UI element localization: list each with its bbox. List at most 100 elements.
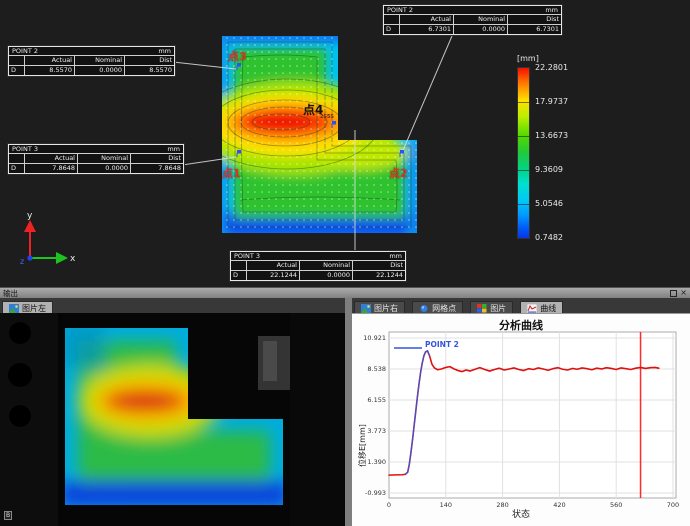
3d-viewport[interactable]: y x z 点3 点4 2555 点1 点2 POINT 2 mm Actual … [0, 0, 690, 287]
curve-icon [527, 303, 538, 314]
y-tick-label: 10.921 [363, 334, 386, 342]
tab-label: 图片右 [374, 304, 398, 313]
measure-table-point2-topleft[interactable]: POINT 2 mm Actual Nominal Dist D 8.5570 0… [8, 46, 175, 76]
table-name: POINT 2 [387, 6, 413, 14]
table-name: POINT 3 [234, 252, 260, 260]
col-actual: Actual [24, 154, 77, 164]
scale-tick: 22.2801 [535, 63, 569, 72]
point-tag-3: 点3 [228, 50, 247, 63]
chart-title: 分析曲线 [499, 319, 543, 332]
col-nominal: Nominal [77, 154, 130, 164]
table-unit: mm [167, 145, 180, 153]
y-tick-label: 3.773 [367, 427, 386, 435]
x-tick-label: 0 [387, 501, 391, 509]
x-tick-label: 280 [496, 501, 508, 509]
axis-label-x: x [70, 254, 76, 264]
val-dist: 6.7301 [507, 25, 561, 34]
measure-table-point2-topright[interactable]: POINT 2 mm Actual Nominal Dist D 6.7301 0… [383, 5, 562, 35]
tab-label: 网格点 [432, 304, 457, 313]
scale-tick: 5.0546 [535, 199, 563, 208]
measure-table-point3-bottom[interactable]: POINT 3 mm Actual Nominal Dist D 22.1244 … [230, 251, 406, 281]
val-dist: 7.8648 [130, 164, 183, 173]
scale-tick: 13.6673 [535, 131, 569, 140]
scale-tick: 0.7482 [535, 233, 563, 242]
val-actual: 6.7301 [399, 25, 453, 34]
col-dist: Dist [352, 261, 405, 271]
point-tag-4: 点4 [303, 103, 324, 117]
x-tick-label: 560 [610, 501, 622, 509]
plot-area [388, 331, 677, 499]
chart-legend-label: POINT 2 [425, 340, 459, 349]
x-tick-label: 420 [553, 501, 565, 509]
x-tick-label: 700 [667, 501, 679, 509]
analysis-chart-panel[interactable]: 10.921 8.538 6.155 3.773 1.390 -0.993 0 140 280 4… [352, 313, 690, 526]
col-actual: Actual [24, 56, 74, 66]
tab-picture-right[interactable]: 图片右 [354, 301, 405, 316]
camera-corner-label: B [4, 511, 13, 520]
contour-plot: y x z [20, 35, 453, 266]
table-unit: mm [389, 252, 402, 260]
col-nominal: Nominal [74, 56, 124, 66]
dock-title: 输出 [3, 289, 18, 298]
val-dist: 22.1244 [352, 271, 405, 280]
tab-label: 图片 [490, 304, 507, 313]
col-nominal: Nominal [453, 15, 507, 25]
val-nominal: 0.0000 [299, 271, 352, 280]
row-label: D [386, 25, 392, 33]
row-label: D [233, 271, 239, 279]
y-tick-label: -0.993 [365, 489, 386, 497]
color-scale-legend: [mm] 22.2801 17.9737 13.6673 9.3609 5.05… [516, 54, 586, 242]
y-tick-label: 1.390 [367, 458, 386, 466]
val-actual: 7.8648 [24, 164, 77, 173]
tab-label: 曲线 [540, 304, 557, 313]
measure-table-point3-left[interactable]: POINT 3 mm Actual Nominal Dist D 7.8648 0… [8, 144, 184, 174]
val-nominal: 0.0000 [77, 164, 130, 173]
camera-left-view[interactable]: B [0, 313, 345, 526]
dock-close-icon[interactable]: × [680, 288, 687, 297]
camera-image [0, 313, 345, 526]
table-name: POINT 3 [12, 145, 38, 153]
right-panel-tabstrip: 图片右 网格点 图片 曲线 [352, 298, 690, 316]
val-actual: 22.1244 [246, 271, 299, 280]
y-tick-label: 6.155 [367, 396, 386, 404]
point-tag-1: 点1 [222, 167, 241, 180]
col-dist: Dist [124, 56, 174, 66]
color-scale-unit: [mm] [517, 54, 539, 63]
tab-label: 图片左 [22, 304, 46, 313]
grid-point-icon [419, 304, 429, 313]
x-tick-label: 140 [440, 501, 452, 509]
val-dist: 8.5570 [124, 66, 174, 75]
table-name: POINT 2 [12, 47, 38, 55]
point-tag-2: 点2 [389, 167, 408, 180]
scale-tick: 9.3609 [535, 165, 563, 174]
left-panel-tabstrip: 图片左 [0, 298, 345, 316]
point-4-facet-id: 2555 [320, 114, 334, 120]
val-nominal: 0.0000 [453, 25, 507, 34]
callout-leader-lines [172, 35, 453, 251]
col-dist: Dist [507, 15, 561, 25]
table-unit: mm [545, 6, 558, 14]
col-actual: Actual [399, 15, 453, 25]
chart-x-axis-label: 状态 [511, 510, 530, 520]
point-markers [236, 63, 404, 157]
col-actual: Actual [246, 261, 299, 271]
row-label: D [11, 164, 17, 172]
chart-y-axis-label: 位移E[mm] [358, 424, 367, 467]
axis-label-y: y [27, 211, 33, 221]
picture-icon [9, 304, 19, 313]
scale-tick: 17.9737 [535, 97, 569, 106]
y-tick-label: 8.538 [367, 365, 386, 373]
col-nominal: Nominal [299, 261, 352, 271]
panel-divider[interactable] [345, 298, 352, 526]
axis-triad: y x z [20, 211, 76, 266]
dock-float-icon[interactable] [670, 290, 677, 297]
val-nominal: 0.0000 [74, 66, 124, 75]
row-label: D [11, 66, 17, 74]
color-scale-bar [517, 67, 530, 239]
output-dock-titlebar: 输出 × [0, 287, 690, 299]
col-dist: Dist [130, 154, 183, 164]
point2-rise-trace [404, 350, 431, 475]
axis-label-z: z [20, 257, 24, 266]
table-unit: mm [158, 47, 171, 55]
